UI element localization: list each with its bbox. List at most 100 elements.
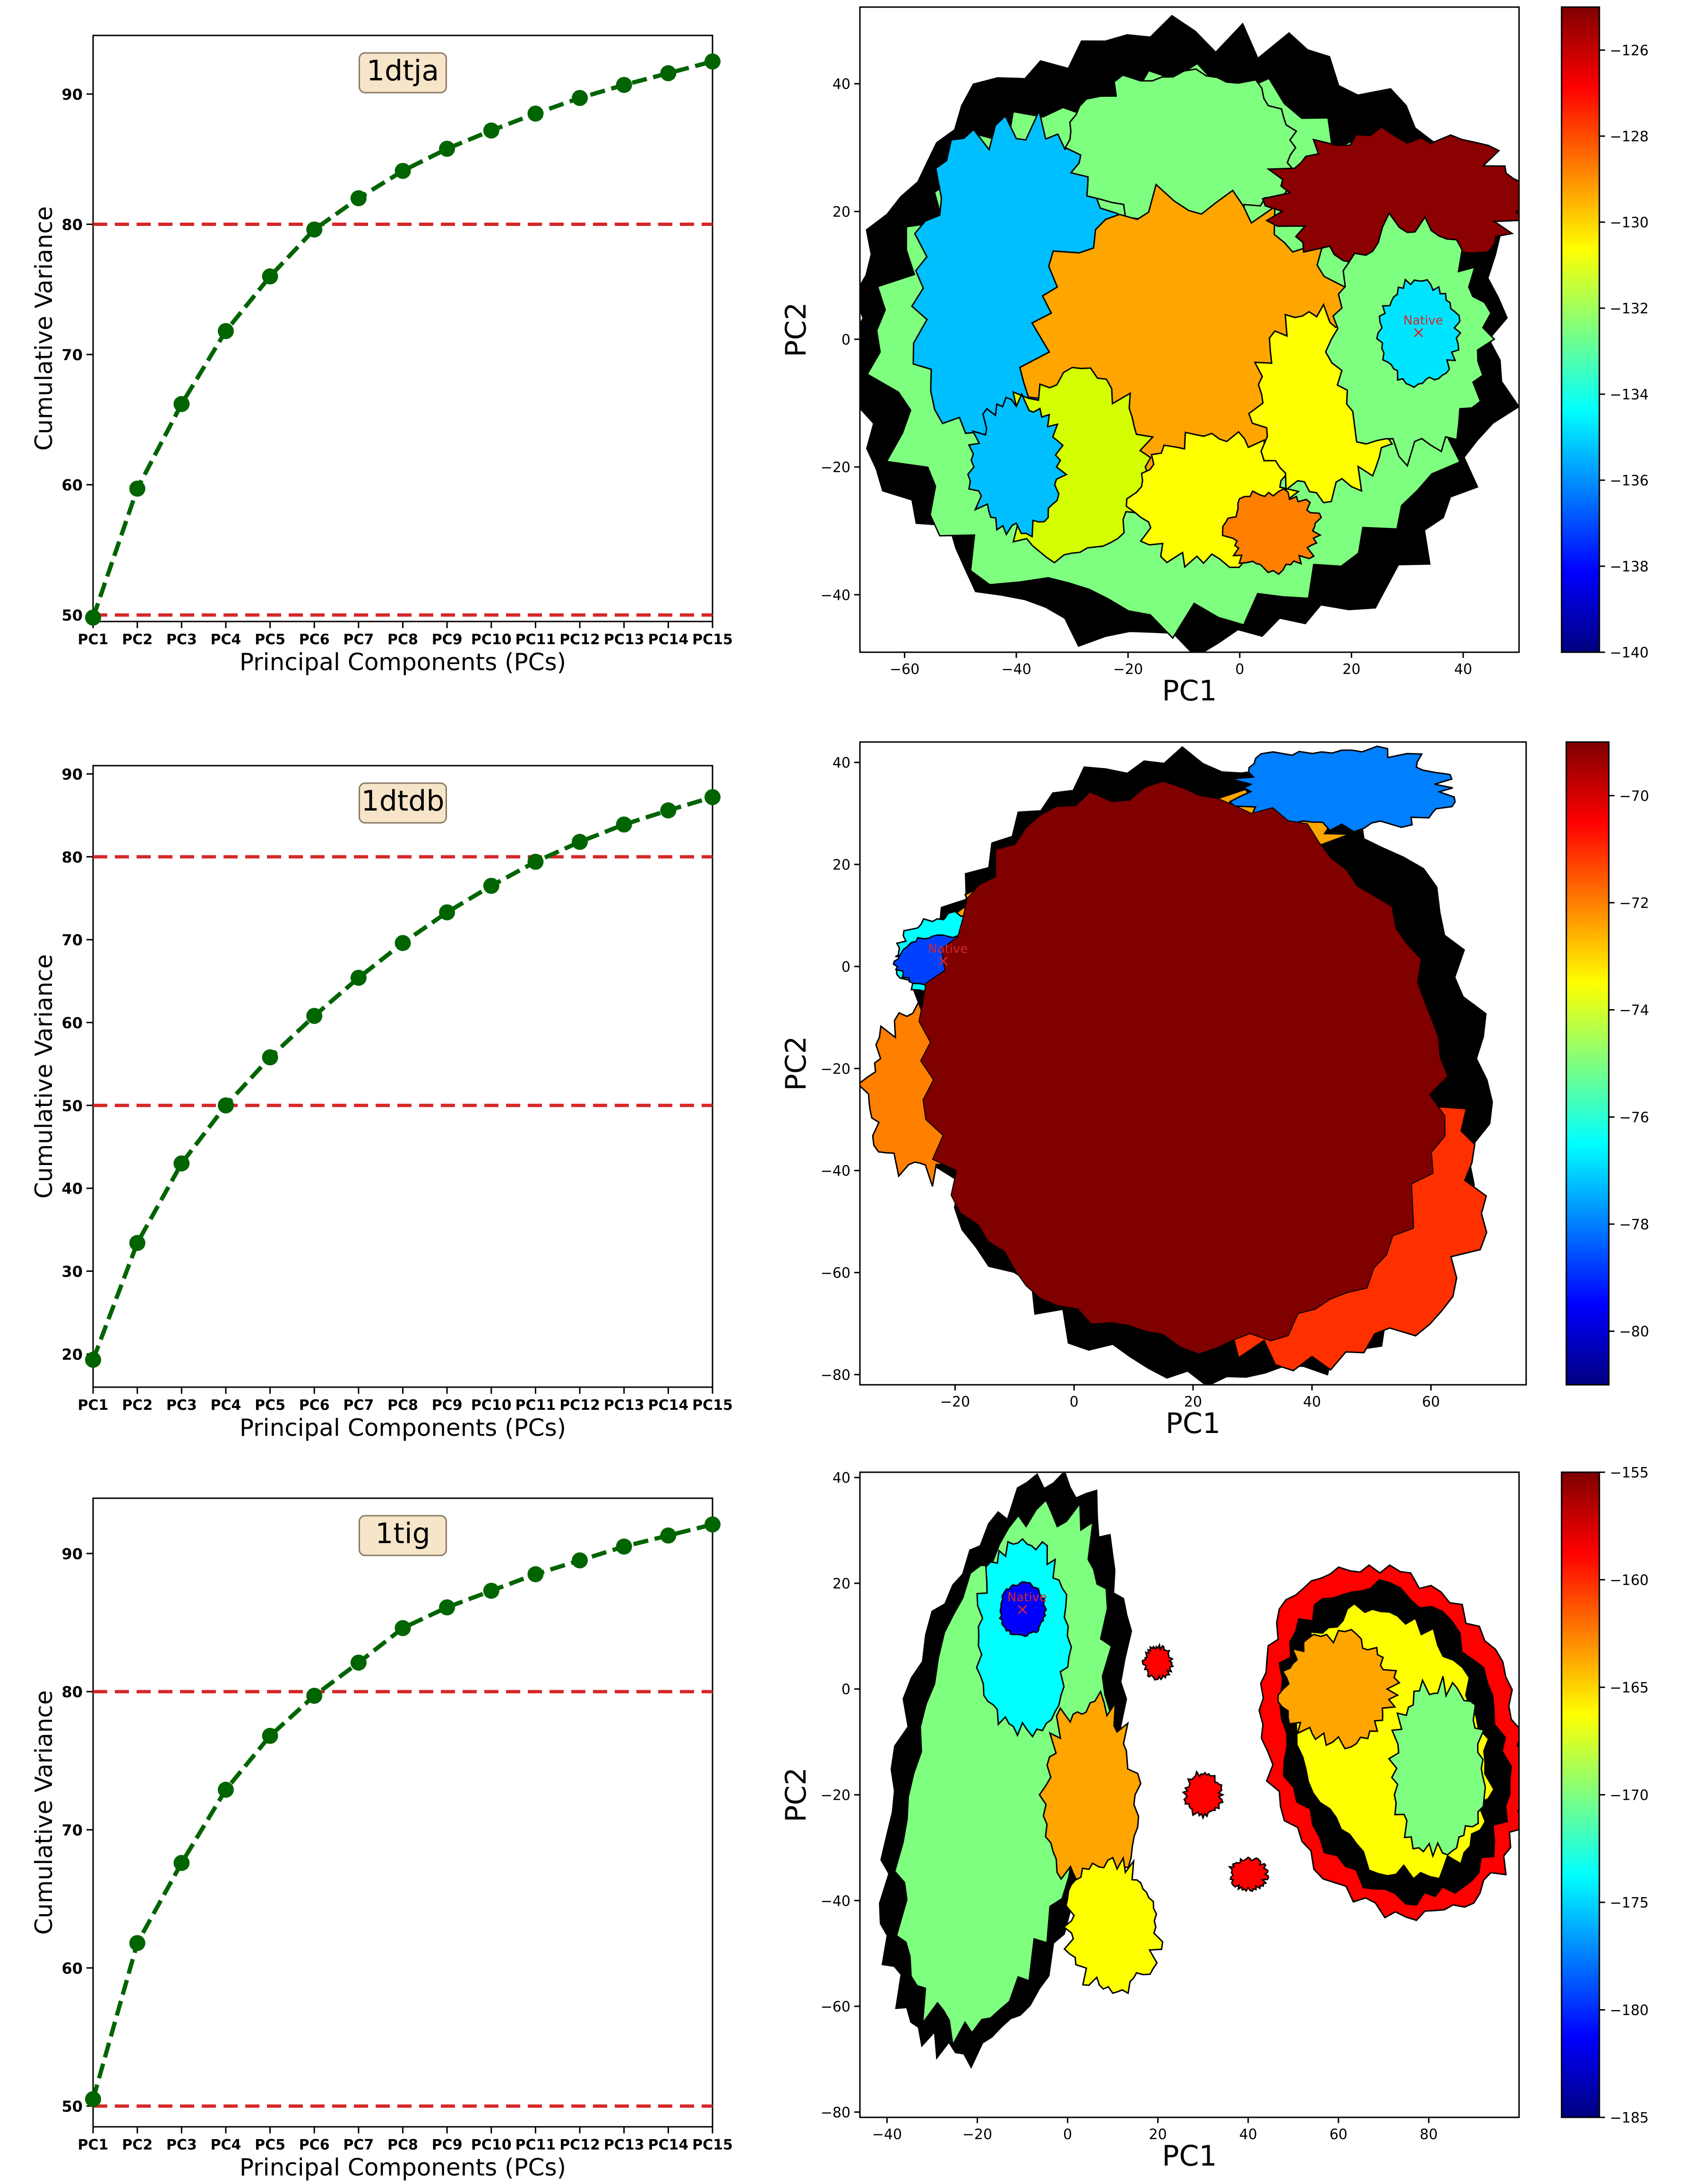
colorbar-tick-label: −72 [1619, 895, 1649, 912]
x-tick-label: PC4 [210, 631, 241, 648]
data-point-PC2 [129, 480, 146, 497]
energy-region [1228, 1856, 1270, 1892]
x-tick-label: PC15 [692, 631, 733, 648]
y-tick-label: 40 [61, 1180, 83, 1198]
colorbar-tick-label: −170 [1610, 1787, 1649, 1804]
x-axis-label: PC1 [1162, 674, 1217, 708]
x-tick-label: 20 [1149, 2126, 1167, 2143]
y-tick-label: 80 [61, 216, 83, 234]
data-point-PC2 [129, 1234, 146, 1251]
colorbar-tick-label: −132 [1610, 301, 1649, 317]
protein-title-box [359, 1515, 447, 1556]
y-tick-label: 80 [61, 1683, 83, 1701]
x-tick-label: 40 [1454, 661, 1472, 678]
colorbar-tick-label: −165 [1610, 1680, 1649, 1696]
y-tick-label: −60 [821, 1999, 850, 2015]
plot-frame [92, 765, 713, 1388]
y-tick-label: 20 [833, 857, 850, 873]
energy-contours [860, 745, 1493, 1385]
y-tick-label: 50 [61, 2098, 83, 2115]
x-tick-label: PC3 [166, 1397, 197, 1414]
data-point-PC10 [483, 122, 499, 139]
x-tick-label: PC4 [210, 1397, 241, 1414]
y-axis-label: Cumulative Variance [30, 1690, 58, 1934]
x-tick-label: 40 [1239, 2126, 1257, 2143]
y-tick-label: 60 [61, 1960, 83, 1977]
data-point-PC3 [173, 1155, 190, 1172]
y-tick-label: 30 [61, 1263, 83, 1281]
data-point-PC15 [704, 1516, 721, 1533]
colorbar [1561, 6, 1600, 653]
colorbar-tick-label: −155 [1610, 1465, 1649, 1481]
data-point-PC8 [395, 935, 411, 951]
y-tick-label: −80 [821, 1367, 850, 1383]
protein-title-box [359, 782, 447, 824]
variance-chart-2: 20 30 40 50 60 70 80 90 PC1 PC2 PC3 PC4 PC5 PC6 PC7 PC8… [30, 765, 733, 1442]
x-tick-label: −40 [872, 2126, 902, 2143]
colorbar-tick-label: −74 [1619, 1002, 1649, 1019]
x-tick-label: 60 [1422, 1394, 1440, 1410]
y-axis-label: Cumulative Variance [30, 206, 58, 450]
colorbar-tick-label: −78 [1619, 1217, 1649, 1233]
y-tick-label: 40 [833, 1470, 850, 1486]
x-tick-label: PC10 [471, 1397, 512, 1414]
x-tick-label: PC13 [604, 631, 644, 648]
free-energy-landscape-2: ×Native −20 0 20 40 60 −80 −60 −40 −20 0 20 40 PC1 PC2… [780, 741, 1649, 1440]
x-tick-label: PC8 [387, 1397, 418, 1414]
y-tick-label: −40 [821, 1163, 850, 1180]
y-tick-label: 70 [61, 931, 83, 949]
data-point-PC7 [350, 1654, 367, 1671]
x-tick-label: PC11 [515, 2137, 556, 2153]
y-axis-label: Cumulative Variance [30, 954, 58, 1199]
data-point-PC7 [350, 190, 367, 207]
data-point-PC9 [439, 140, 455, 157]
colorbar-tick-label: −180 [1610, 2003, 1649, 2019]
native-marker: × [936, 951, 950, 970]
y-tick-label: 0 [842, 1682, 850, 1698]
protein-title: 1dtja [367, 54, 439, 87]
x-tick-label: −60 [890, 661, 919, 678]
plot-frame [859, 6, 1520, 653]
y-tick-label: −40 [821, 587, 850, 604]
x-tick-label: PC1 [78, 2137, 109, 2153]
energy-contours [860, 15, 1519, 652]
x-tick-label: PC1 [78, 1397, 109, 1414]
colorbar-tick-label: −130 [1610, 215, 1649, 231]
x-tick-label: PC14 [648, 2137, 688, 2153]
x-tick-label: PC12 [559, 631, 600, 648]
y-tick-label: −20 [821, 1787, 850, 1804]
data-point-PC11 [527, 1566, 544, 1582]
x-tick-label: PC10 [471, 631, 512, 648]
data-point-PC13 [616, 816, 632, 833]
x-tick-label: PC14 [648, 631, 688, 648]
data-point-PC13 [616, 77, 632, 93]
data-point-PC1 [85, 1352, 101, 1368]
data-point-PC11 [527, 854, 544, 870]
data-point-PC4 [217, 1097, 234, 1114]
x-tick-label: PC2 [122, 631, 153, 648]
data-point-PC6 [306, 1688, 323, 1704]
data-point-PC6 [306, 1008, 323, 1024]
x-tick-label: PC15 [692, 1397, 733, 1414]
x-tick-label: PC5 [255, 631, 285, 648]
x-tick-label: 20 [1342, 661, 1360, 678]
y-tick-label: 90 [61, 766, 83, 784]
y-tick-label: −60 [821, 1265, 850, 1282]
colorbar-tick-label: −175 [1610, 1895, 1649, 1911]
x-tick-label: PC7 [343, 631, 374, 648]
y-tick-label: 50 [61, 606, 83, 624]
y-tick-label: 40 [833, 76, 850, 93]
colorbar-tick-label: −134 [1610, 387, 1649, 403]
x-tick-label: 0 [1235, 661, 1244, 678]
data-point-PC3 [173, 1855, 190, 1871]
data-point-PC14 [660, 1527, 677, 1544]
energy-region [1063, 1856, 1164, 1994]
y-tick-label: 20 [833, 204, 850, 220]
colorbar-tick-label: −140 [1610, 645, 1649, 661]
y-tick-label: −80 [821, 2105, 850, 2121]
energy-region [1277, 1629, 1401, 1750]
x-tick-label: 0 [1063, 2126, 1072, 2143]
x-tick-label: PC3 [166, 2137, 197, 2153]
x-axis-label: Principal Components (PCs) [240, 2154, 566, 2181]
data-point-PC14 [660, 802, 677, 819]
